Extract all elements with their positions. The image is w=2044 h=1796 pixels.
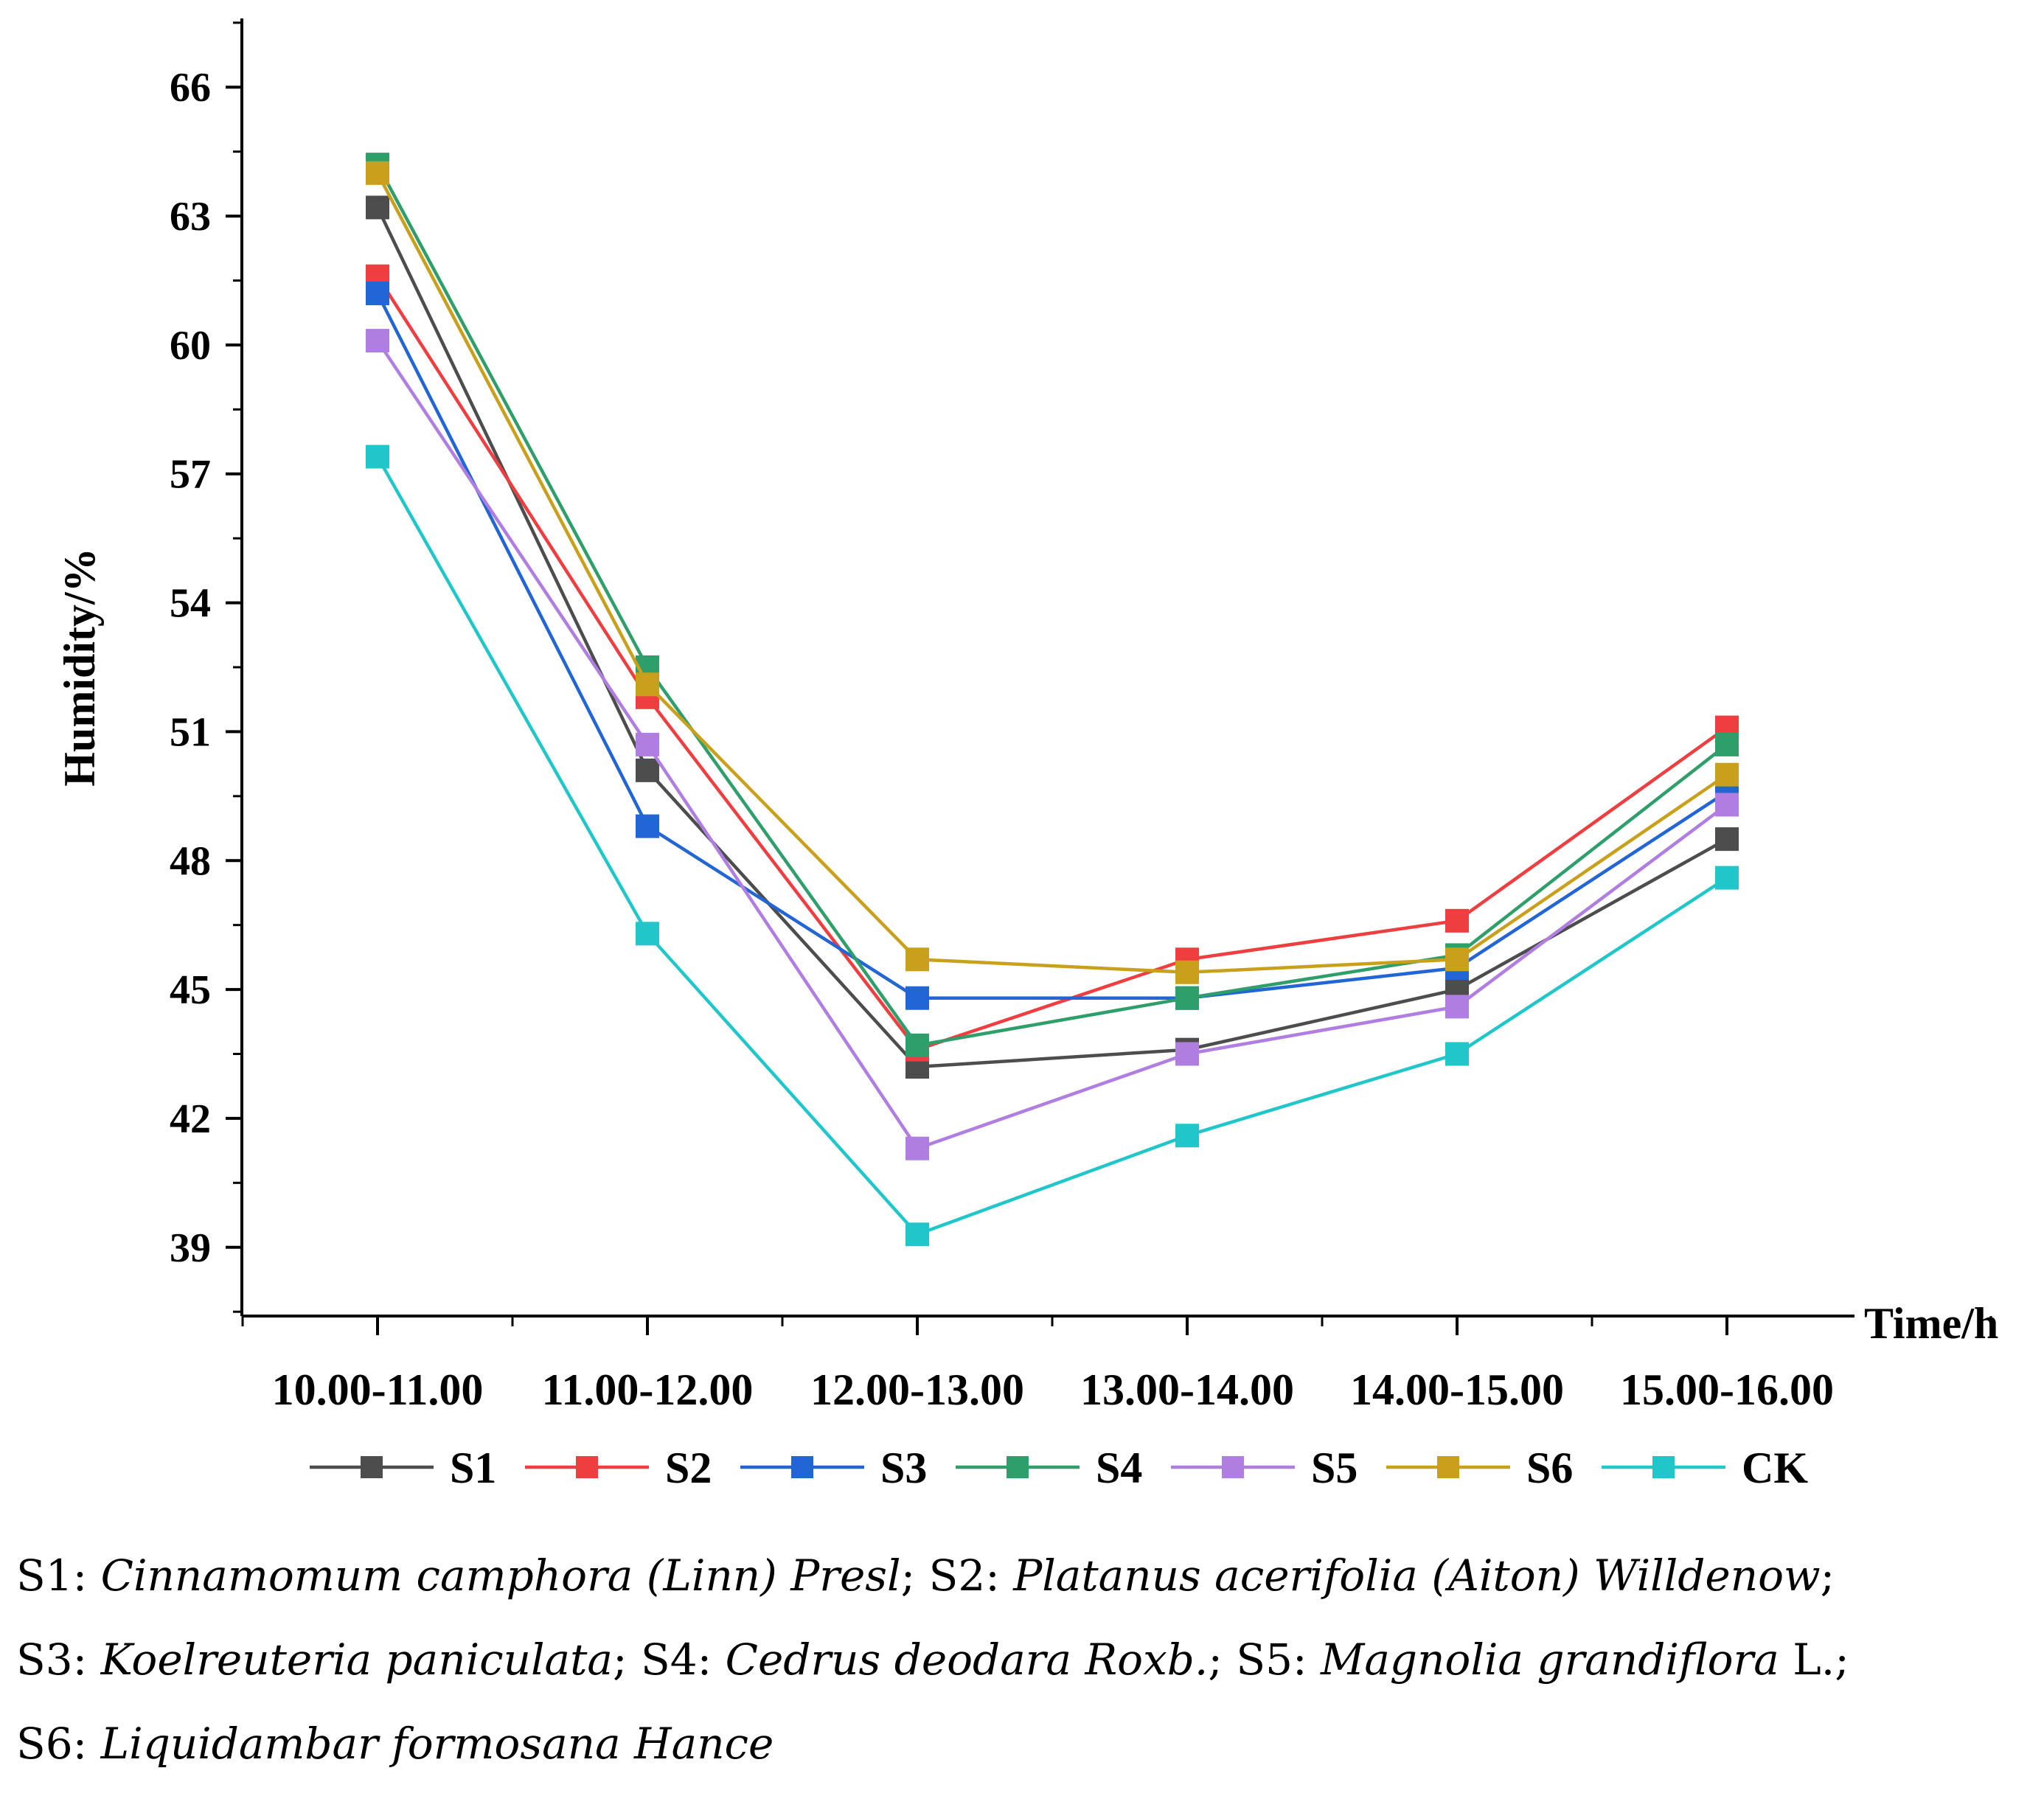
legend-marker-s1	[361, 1456, 383, 1478]
legend-label-s2: S2	[665, 1444, 712, 1492]
data-point-s6	[1715, 762, 1739, 787]
x-tick-label: 12.00-13.00	[810, 1365, 1024, 1414]
legend-marker-s6	[1437, 1456, 1459, 1478]
legend-label-s3: S3	[880, 1444, 927, 1492]
data-point-s6	[1445, 947, 1469, 972]
legend-label-s4: S4	[1096, 1444, 1142, 1492]
x-axis-label: Time/h	[1864, 1299, 1998, 1348]
series-line-ck	[376, 456, 1728, 1236]
data-point-ck	[905, 1222, 929, 1247]
data-point-ck	[366, 445, 389, 469]
data-point-ck	[1175, 1124, 1199, 1148]
legend-marker-s4	[1007, 1456, 1029, 1478]
y-tick-label: 42	[170, 1096, 211, 1142]
data-point-s3	[636, 814, 659, 838]
data-point-s3	[366, 281, 389, 305]
legend-marker-s5	[1222, 1456, 1244, 1478]
legend-marker-s3	[791, 1456, 813, 1478]
y-tick-label: 48	[170, 838, 211, 884]
data-point-s6	[366, 161, 389, 185]
legend-label-s5: S5	[1311, 1444, 1358, 1492]
legend-label-ck: CK	[1742, 1444, 1808, 1492]
data-point-s5	[1445, 995, 1469, 1019]
data-point-ck	[636, 922, 659, 946]
data-point-s6	[1175, 960, 1199, 984]
data-point-s1	[636, 758, 659, 782]
data-point-s3	[905, 986, 929, 1010]
y-tick-label: 60	[170, 323, 211, 369]
x-tick-label: 10.00-11.00	[272, 1365, 484, 1414]
data-point-s1	[366, 195, 389, 220]
y-tick-label: 57	[170, 452, 211, 498]
caption-run: Magnolia grandiflora	[1320, 1635, 1779, 1685]
x-tick-label: 14.00-15.00	[1350, 1365, 1564, 1414]
series-line-s6	[376, 172, 1728, 975]
caption-run: ; S4:	[612, 1635, 726, 1685]
y-tick-label: 54	[170, 581, 211, 627]
data-point-s5	[1175, 1042, 1199, 1066]
caption-run: Platanus acerifolia (Aiton) Willdenow	[1013, 1550, 1821, 1601]
data-point-ck	[1715, 866, 1739, 890]
data-point-s4	[905, 1033, 929, 1057]
caption-run: S1:	[16, 1550, 101, 1601]
data-point-s1	[1715, 827, 1739, 852]
caption-run: Liquidambar formosana Hance	[100, 1719, 774, 1769]
caption-run: Koelreuteria paniculata	[100, 1635, 613, 1685]
data-point-s6	[636, 672, 659, 697]
data-point-s5	[1715, 793, 1739, 817]
caption-line-1: S1: Cinnamomum camphora (Linn) Presl; S2…	[16, 1554, 1835, 1597]
caption-run: S6:	[16, 1719, 101, 1769]
data-point-s5	[366, 329, 389, 353]
caption-run: ; S5:	[1208, 1635, 1321, 1685]
series-line-s4	[376, 164, 1728, 1048]
series-line-s1	[375, 206, 1728, 1069]
caption-run: ; S2:	[900, 1550, 1014, 1601]
caption-run: S3:	[16, 1635, 101, 1685]
caption-run: L.;	[1779, 1635, 1849, 1685]
y-tick-label: 39	[170, 1225, 211, 1271]
axes: 39 42 45 48 51 54 57 60 63 66 10.00-11.00 11.00-12.…	[55, 18, 1998, 1414]
series-line-s5	[376, 339, 1728, 1150]
legend-label-s6: S6	[1526, 1444, 1573, 1492]
y-tick-label: 66	[170, 65, 211, 111]
y-tick-label: 45	[170, 967, 211, 1013]
series-line-s3	[375, 292, 1728, 1000]
x-tick-label: 11.00-12.00	[542, 1365, 754, 1414]
y-axis-label: Humidity/%	[55, 548, 104, 786]
legend-label-s1: S1	[450, 1444, 496, 1492]
series-line-s2	[376, 275, 1728, 1051]
legend-marker-ck	[1652, 1456, 1675, 1478]
caption-line-3: S6: Liquidambar formosana Hance	[16, 1722, 774, 1765]
caption-line-2: S3: Koelreuteria paniculata; S4: Cedrus …	[16, 1638, 1849, 1681]
series-lines	[366, 153, 1739, 1247]
y-tick-label: 63	[170, 194, 211, 240]
x-tick-label: 13.00-14.00	[1080, 1365, 1294, 1414]
caption-run: Cedrus deodara Roxb.	[725, 1635, 1209, 1685]
caption-run: Cinnamomum camphora (Linn) Presl	[100, 1550, 901, 1601]
data-point-ck	[1445, 1042, 1469, 1066]
x-tick-label: 15.00-16.00	[1620, 1365, 1834, 1414]
data-point-s2	[1445, 908, 1469, 933]
data-point-s6	[905, 947, 929, 972]
data-point-s5	[905, 1136, 929, 1160]
legend: S1 S2 S3 S4 S5 S6 CK	[310, 1444, 1808, 1492]
data-point-s5	[636, 732, 659, 756]
y-tick-label: 51	[170, 709, 211, 755]
caption-run: ;	[1820, 1550, 1835, 1601]
legend-marker-s2	[576, 1456, 598, 1478]
data-point-s4	[1715, 732, 1739, 756]
data-point-s4	[1175, 986, 1199, 1010]
